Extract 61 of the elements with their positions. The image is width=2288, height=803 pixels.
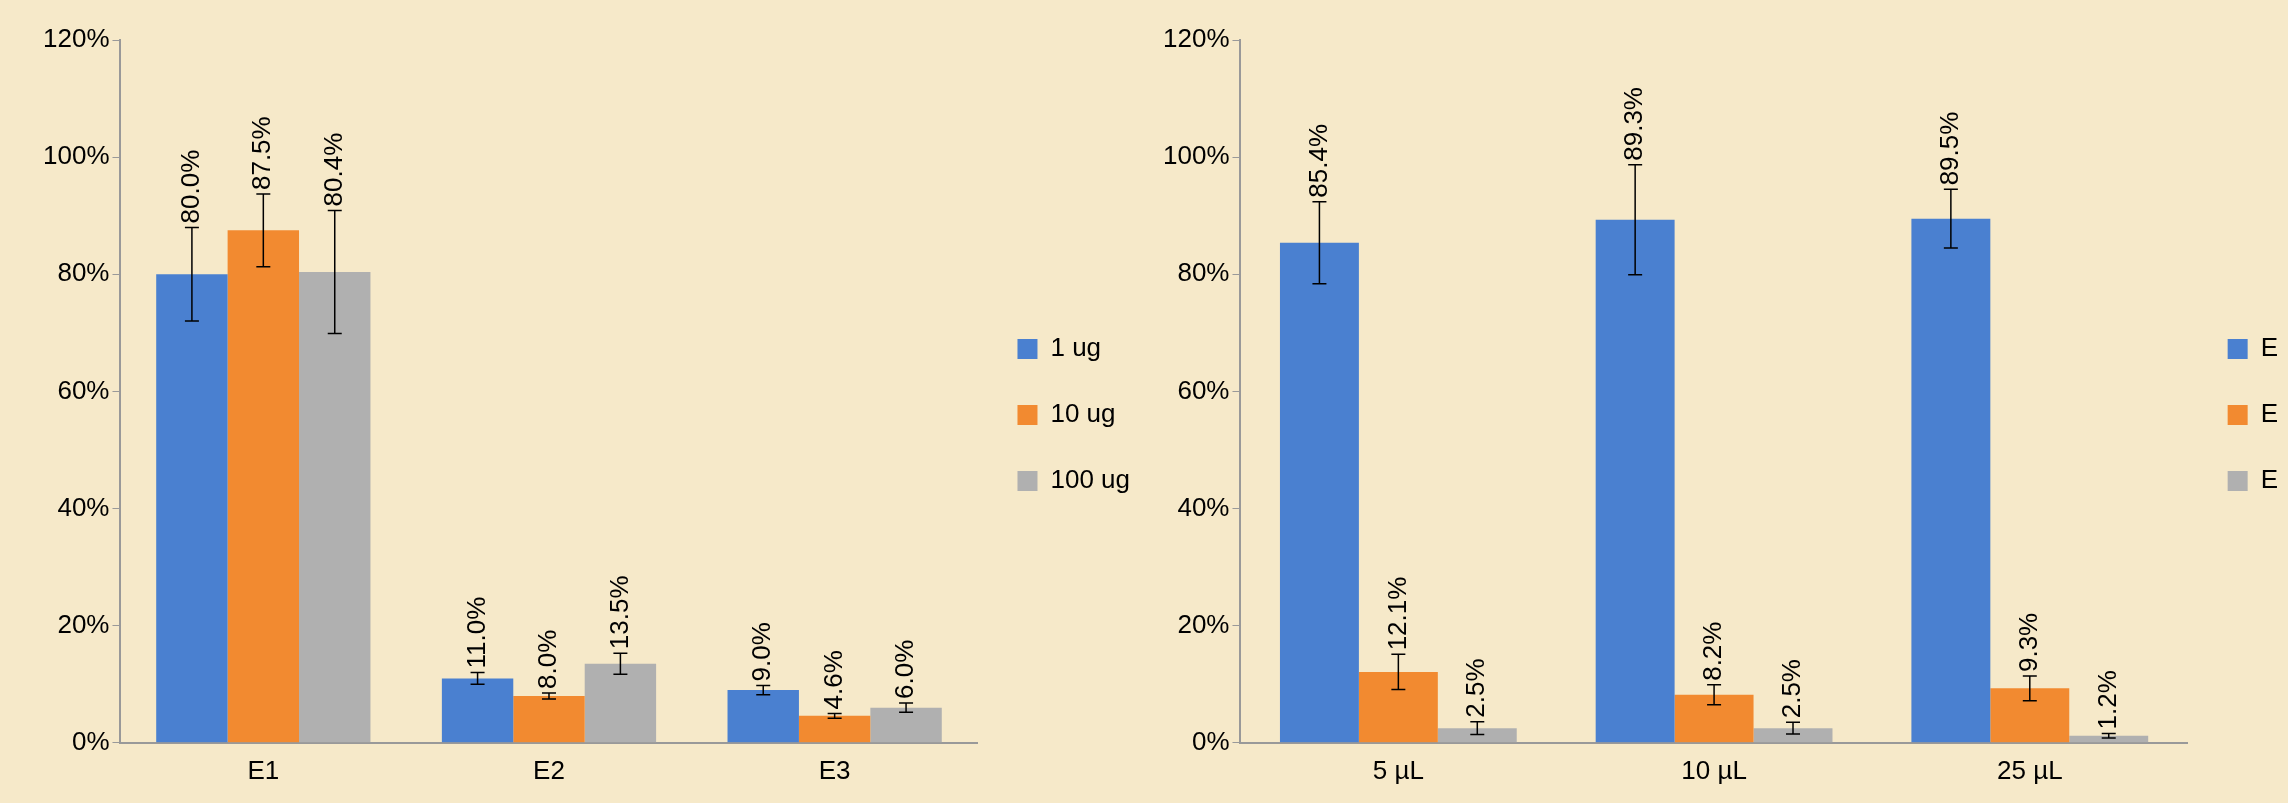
legend-label: 1 ug xyxy=(1050,332,1102,363)
y-tick-label: 60% xyxy=(57,374,110,405)
data-label: 4.6% xyxy=(817,650,848,710)
bar xyxy=(1753,728,1833,743)
legend-label: E xyxy=(2260,332,2278,363)
data-label: 2.5% xyxy=(1460,658,1491,718)
data-label: 8.2% xyxy=(1697,621,1728,681)
bar xyxy=(870,707,942,743)
bar xyxy=(1674,694,1754,743)
bar xyxy=(1437,728,1517,743)
bar xyxy=(798,715,871,743)
bar xyxy=(299,271,371,743)
bar xyxy=(156,274,228,743)
x-tick-label: 10 µL xyxy=(1681,754,1747,785)
data-label: 1.2% xyxy=(2091,670,2122,730)
data-label: 87.5% xyxy=(246,116,277,191)
bar xyxy=(1358,671,1438,743)
x-tick-label: E2 xyxy=(533,754,565,785)
data-label: 80.0% xyxy=(175,149,206,224)
y-tick-label: 20% xyxy=(1177,608,1230,639)
data-label: 9.0% xyxy=(746,622,777,682)
x-tick-label: E1 xyxy=(247,754,280,785)
legend-label: E xyxy=(2260,398,2278,429)
data-label: 9.3% xyxy=(2012,612,2043,673)
y-tick-label: 0% xyxy=(71,725,110,756)
data-label: 89.5% xyxy=(1934,111,1965,186)
x-tick-label: E3 xyxy=(818,754,851,785)
y-tick-label: 20% xyxy=(57,608,110,639)
data-label: 2.5% xyxy=(1776,659,1807,719)
x-tick-label: 5 µL xyxy=(1372,754,1424,785)
y-tick-label: 40% xyxy=(1177,491,1230,522)
y-tick-label: 40% xyxy=(57,491,110,522)
y-tick-label: 0% xyxy=(1191,725,1230,756)
data-label: 85.4% xyxy=(1302,123,1333,198)
data-label: 12.1% xyxy=(1381,576,1412,651)
x-tick-label: 25 µL xyxy=(1997,754,2063,785)
y-tick-label: 80% xyxy=(57,257,110,288)
y-tick-label: 100% xyxy=(1163,140,1230,171)
data-label: 89.3% xyxy=(1618,87,1649,161)
data-label: 80.4% xyxy=(317,132,348,207)
bar xyxy=(1990,688,2070,743)
legend-label: 100 ug xyxy=(1050,464,1131,495)
legend-label: E xyxy=(2260,464,2278,495)
y-tick-label: 120% xyxy=(43,23,110,54)
y-tick-label: 100% xyxy=(43,140,110,171)
data-label: 6.0% xyxy=(889,639,920,699)
y-tick-label: 60% xyxy=(1177,374,1230,405)
bar xyxy=(441,678,514,743)
y-tick-label: 80% xyxy=(1177,257,1230,288)
bar xyxy=(584,663,657,743)
data-label: 13.5% xyxy=(603,575,634,650)
y-tick-label: 120% xyxy=(1163,23,1230,54)
bar xyxy=(227,230,300,743)
bar xyxy=(513,695,585,743)
bar xyxy=(1279,242,1359,743)
bar xyxy=(1911,218,1991,743)
data-label: 11.0% xyxy=(460,596,491,669)
bar xyxy=(1595,219,1675,743)
legend-label: 10 ug xyxy=(1050,398,1116,429)
bar xyxy=(727,690,799,743)
data-label: 8.0% xyxy=(532,629,563,690)
